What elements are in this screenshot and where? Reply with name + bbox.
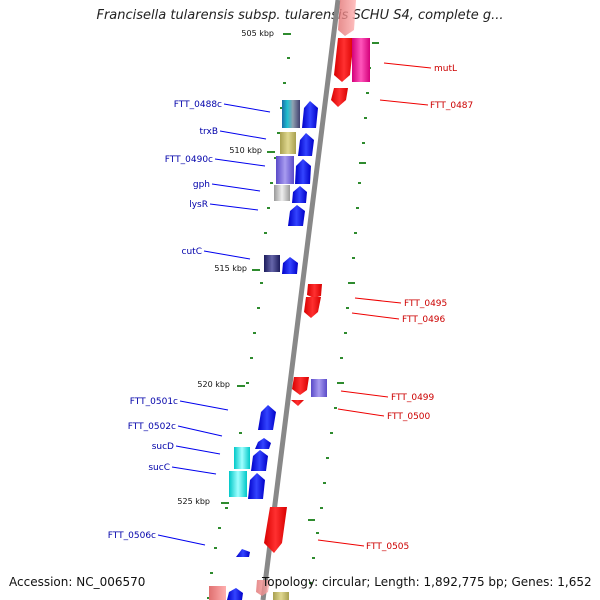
- gene-label[interactable]: FTT_0502c: [128, 422, 176, 432]
- gene-feature: [264, 255, 280, 272]
- gene-arrow: [307, 284, 322, 298]
- forward-features[interactable]: [209, 100, 318, 600]
- gene-feature: [311, 379, 327, 397]
- genome-backbone: [260, 0, 341, 600]
- gene-label[interactable]: gph: [193, 180, 210, 190]
- gene-arrow: [236, 549, 250, 557]
- gene-label[interactable]: FTT_0506c: [108, 531, 156, 541]
- gene-arrow: [295, 159, 311, 184]
- dotted-track-right: [308, 42, 379, 584]
- gene-feature: [352, 38, 370, 82]
- gene-label[interactable]: FTT_0495: [404, 299, 447, 309]
- map-title: Francisella tularensis subsp. tularensis…: [96, 8, 504, 23]
- gene-arrow: [334, 38, 354, 82]
- gene-arrow: [291, 400, 304, 406]
- gene-label[interactable]: mutL: [434, 64, 457, 74]
- gene-feature: [274, 185, 290, 201]
- gene-arrow: [248, 473, 265, 499]
- gene-feature: [280, 132, 296, 154]
- gene-feature: [282, 100, 300, 128]
- gene-label[interactable]: FTT_0501c: [130, 397, 178, 407]
- gene-label[interactable]: FTT_0499: [391, 393, 435, 403]
- gene-feature: [229, 471, 247, 497]
- gene-label[interactable]: trxB: [200, 127, 219, 137]
- gene-label[interactable]: sucD: [152, 442, 174, 452]
- gene-label[interactable]: FTT_0490c: [165, 155, 213, 165]
- left-labels: FTT_0488c trxB FTT_0490c gph lysR cutC F…: [108, 100, 222, 541]
- gene-feature: [209, 586, 226, 600]
- topology-label: Topology: circular; Length: 1,892,775 bp…: [262, 575, 592, 589]
- right-leaders: [317, 62, 432, 547]
- gene-label[interactable]: FTT_0500: [387, 412, 431, 422]
- gene-arrow: [292, 186, 307, 203]
- left-leaders: [157, 103, 271, 546]
- gene-arrow: [338, 0, 356, 36]
- gene-feature: [234, 447, 250, 469]
- gene-arrow: [292, 377, 309, 395]
- gene-label[interactable]: cutC: [182, 247, 202, 257]
- gene-label[interactable]: lysR: [189, 200, 208, 210]
- scale-ticks: 505 kbp 510 kbp 515 kbp 520 kbp 525 kbp: [177, 29, 291, 506]
- gene-label[interactable]: FTT_0496: [402, 315, 446, 325]
- gene-feature: [276, 156, 294, 184]
- gene-arrow: [331, 88, 348, 107]
- gene-label[interactable]: sucC: [148, 463, 170, 473]
- gene-label[interactable]: FTT_0505: [366, 542, 409, 552]
- gene-arrow: [255, 438, 271, 449]
- tick-label: 505 kbp: [241, 29, 274, 38]
- gene-arrow: [251, 450, 268, 471]
- gene-arrow: [304, 297, 321, 318]
- reverse-features[interactable]: [256, 0, 370, 596]
- gene-arrow: [288, 205, 305, 226]
- gene-arrow: [227, 588, 243, 600]
- gene-label[interactable]: FTT_0487: [430, 101, 473, 111]
- right-labels: mutL FTT_0487 FTT_0495 FTT_0496 FTT_0499…: [366, 64, 473, 552]
- gene-arrow: [256, 580, 270, 596]
- tick-label: 515 kbp: [214, 264, 247, 273]
- gene-feature: [273, 592, 289, 600]
- tick-label: 525 kbp: [177, 497, 210, 506]
- gene-arrow: [282, 257, 298, 274]
- tick-label: 520 kbp: [197, 380, 230, 389]
- gene-label[interactable]: FTT_0488c: [174, 100, 222, 110]
- gene-arrow: [302, 101, 318, 128]
- dotted-track-left: [207, 57, 290, 599]
- accession-label: Accession: NC_006570: [9, 575, 146, 589]
- gene-arrow: [264, 507, 287, 553]
- gene-arrow: [258, 405, 276, 430]
- tick-label: 510 kbp: [229, 146, 262, 155]
- gene-arrow: [298, 133, 314, 156]
